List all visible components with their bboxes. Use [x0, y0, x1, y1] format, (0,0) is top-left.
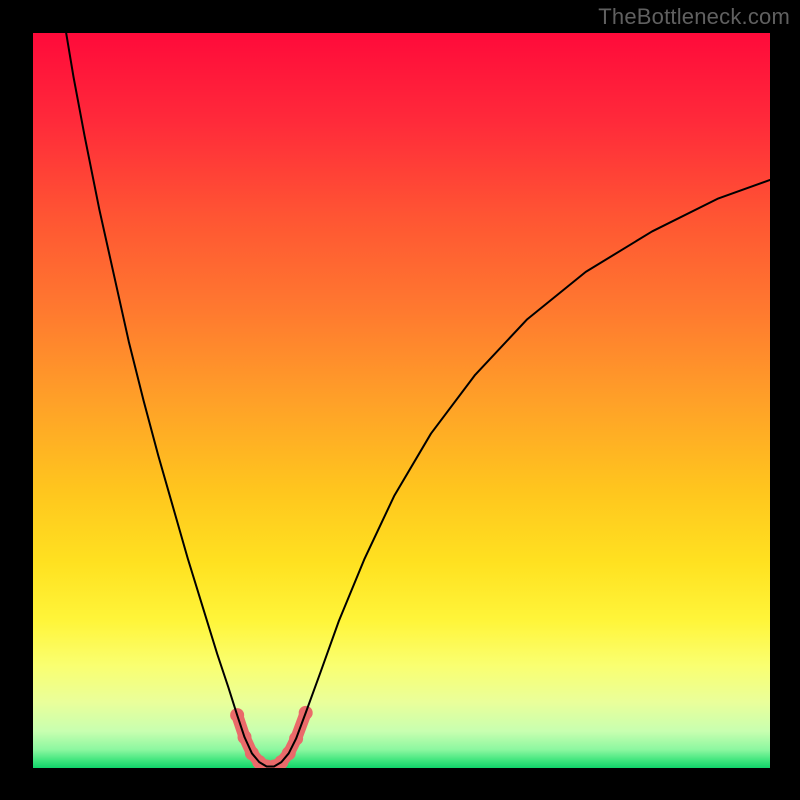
chart-container: TheBottleneck.com	[0, 0, 800, 800]
bottleneck-chart	[0, 0, 800, 800]
